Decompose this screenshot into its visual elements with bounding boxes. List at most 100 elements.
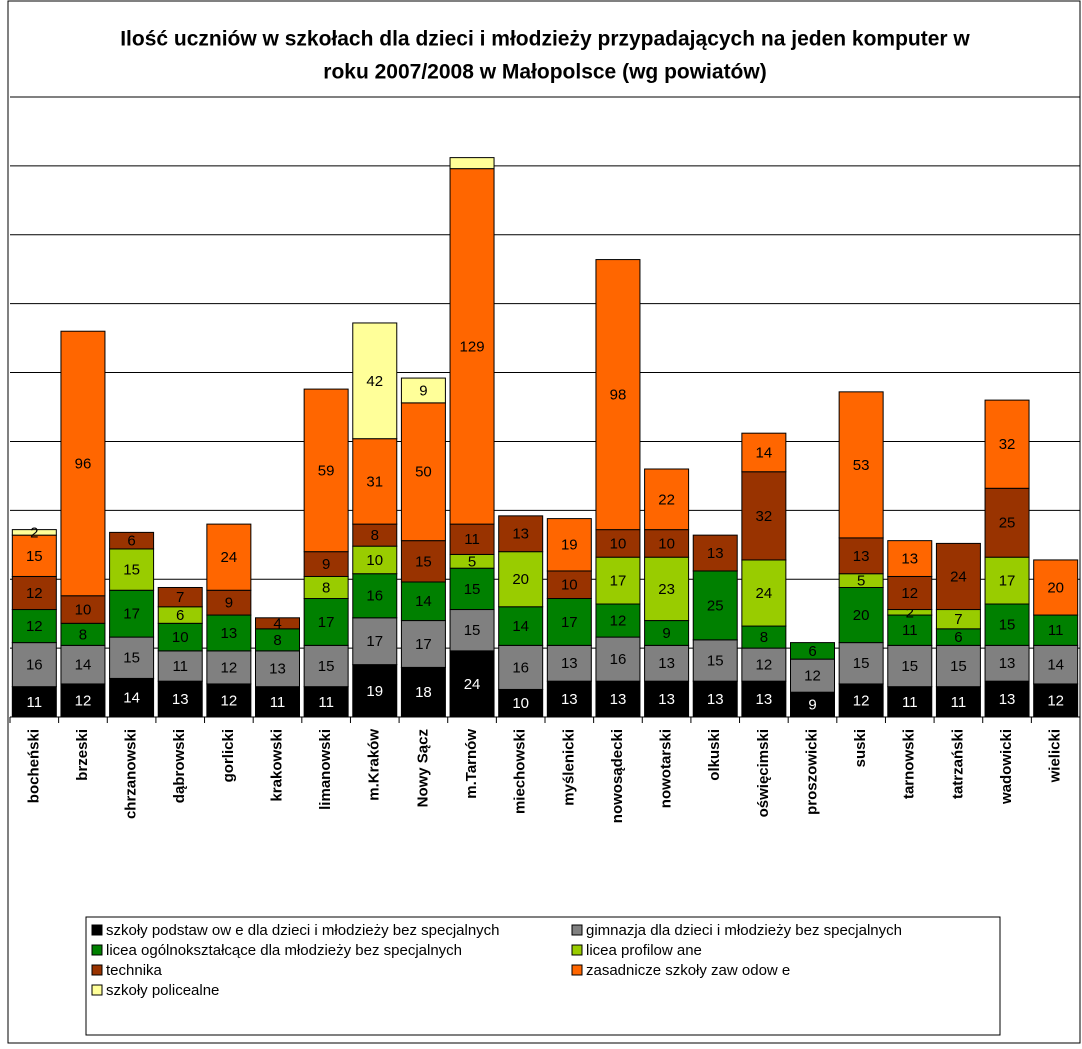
bar-segment [644, 556, 690, 622]
bar-segment [790, 691, 835, 718]
x-tick-label: nowotarski [658, 729, 675, 808]
data-label: 12 [1047, 692, 1064, 709]
bar-segment [644, 680, 690, 718]
data-label: 8 [273, 632, 281, 649]
data-label: 42 [366, 373, 383, 390]
data-label: 6 [176, 607, 184, 624]
data-label: 13 [756, 691, 773, 708]
data-label: 2 [30, 524, 38, 541]
data-label: 12 [26, 585, 43, 602]
data-label: 23 [658, 581, 675, 598]
legend-swatch [91, 924, 103, 936]
x-tick-label: tarnowski [901, 729, 918, 799]
x-tick-label: Nowy Sącz [414, 729, 431, 807]
data-label: 2 [906, 604, 914, 621]
bar-segment [595, 603, 641, 638]
bar-segment [206, 589, 252, 616]
bar-segment [206, 523, 252, 591]
data-label: 8 [760, 629, 768, 646]
data-label: 59 [318, 462, 335, 479]
x-tick-label: proszowicki [803, 729, 820, 815]
bar-segment [1033, 644, 1079, 685]
bar-segment [498, 688, 544, 718]
data-label: 13 [707, 545, 724, 562]
bar-segment [449, 168, 495, 525]
data-label: 9 [808, 697, 816, 714]
bar-segment [400, 620, 446, 668]
data-label: 15 [318, 658, 335, 675]
data-label: 24 [950, 568, 967, 585]
bar-segment [206, 650, 252, 685]
bar-segment [546, 518, 592, 572]
data-label: 10 [75, 602, 92, 619]
data-label: 12 [804, 668, 821, 685]
data-label: 50 [415, 464, 432, 481]
bar-segment [498, 515, 544, 553]
bar-segment [935, 644, 981, 688]
bar-segment [741, 680, 787, 718]
data-label: 12 [853, 692, 870, 709]
bar-segment [984, 556, 1030, 605]
bar-segment [887, 686, 933, 718]
data-label: 13 [999, 655, 1016, 672]
data-label: 13 [610, 691, 627, 708]
data-label: 15 [853, 655, 870, 672]
data-label: 14 [123, 690, 140, 707]
bar-segment [1033, 614, 1079, 646]
bar-segment [206, 614, 252, 652]
bar-segment [644, 468, 690, 531]
data-label: 13 [658, 691, 675, 708]
data-label: 8 [371, 527, 379, 544]
x-tick-label: suski [852, 729, 869, 767]
bar-segment [352, 664, 398, 718]
bar-segment [449, 609, 495, 652]
bar-segment [546, 570, 592, 600]
data-label: 15 [464, 622, 481, 639]
data-label: 16 [366, 588, 383, 605]
data-label: 12 [221, 659, 238, 676]
x-tick-label: olkuski [706, 729, 723, 781]
data-label: 13 [561, 655, 578, 672]
bar-segment [887, 540, 933, 577]
data-label: 20 [853, 607, 870, 624]
legend-label: szkoły podstaw ow e dla dzieci i młodzie… [106, 922, 500, 939]
bar-segment [255, 650, 300, 688]
bar-segment [887, 575, 933, 611]
data-label: 25 [999, 515, 1016, 532]
bar-segment [400, 581, 446, 622]
x-tick-label: wielicki [1047, 729, 1064, 783]
x-tick-label: dąbrowski [171, 729, 188, 803]
data-label: 15 [123, 650, 140, 667]
bar-segment [157, 622, 203, 652]
bar-segment [400, 666, 446, 718]
x-tick-label: chrzanowski [123, 729, 140, 819]
x-tick-label: m.Tarnów [463, 729, 480, 799]
bar-segment [887, 644, 933, 688]
bar-segment [400, 540, 446, 583]
x-tick-label: myślenicki [560, 729, 577, 806]
data-label: 13 [561, 691, 578, 708]
bar-segment [303, 598, 349, 646]
legend-swatch [571, 924, 583, 936]
data-label: 22 [658, 491, 675, 508]
data-label: 17 [318, 614, 335, 631]
data-label: 12 [26, 618, 43, 635]
bar-segment [352, 322, 398, 440]
data-label: 11 [902, 622, 918, 639]
data-label: 11 [172, 658, 188, 675]
data-label: 17 [366, 633, 383, 650]
data-label: 53 [853, 457, 870, 474]
bar-segment [449, 523, 495, 555]
legend-label: licea profilow ane [586, 942, 702, 959]
bar-segment [60, 644, 106, 685]
data-label: 14 [756, 444, 773, 461]
bar-segment [352, 545, 398, 575]
bar-segment [303, 686, 349, 718]
data-label: 31 [366, 473, 383, 490]
data-label: 10 [658, 535, 675, 552]
bar-segment [984, 680, 1030, 718]
data-label: 11 [27, 694, 43, 711]
data-label: 12 [610, 613, 627, 630]
bar-segment [546, 680, 592, 718]
